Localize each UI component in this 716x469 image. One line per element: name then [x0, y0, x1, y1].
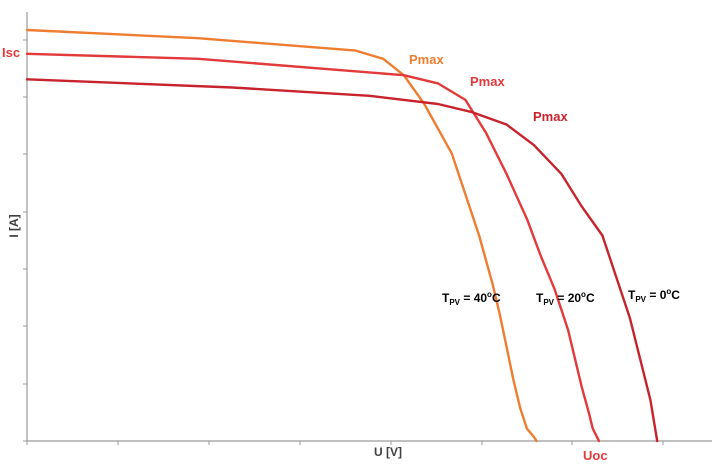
- series-line-3: [25, 78, 659, 443]
- pmax-label-3: Pmax: [533, 109, 568, 124]
- x-axis-label: U [V]: [374, 445, 402, 459]
- series-line-1: [25, 28, 538, 443]
- axes: [23, 12, 712, 445]
- y-axis-label: I [A]: [7, 214, 21, 237]
- curves: [25, 28, 659, 443]
- y-axis-ticks: [23, 39, 27, 442]
- isc-label: Isc: [2, 45, 20, 60]
- x-axis-ticks: [26, 441, 664, 445]
- uoc-label: Uoc: [583, 448, 608, 463]
- pmax-label-2: Pmax: [470, 74, 505, 89]
- pmax-label-1: Pmax: [409, 52, 444, 67]
- series-line-2: [25, 52, 601, 443]
- temperature-label-2: TPV = 20oC: [536, 290, 595, 307]
- curve-labels: Pmax TPV = 40oC Pmax TPV = 20oC Pmax TPV = 0o…: [409, 52, 680, 307]
- temperature-label-3: TPV = 0oC: [628, 287, 680, 304]
- temperature-label-1: TPV = 40oC: [442, 290, 501, 307]
